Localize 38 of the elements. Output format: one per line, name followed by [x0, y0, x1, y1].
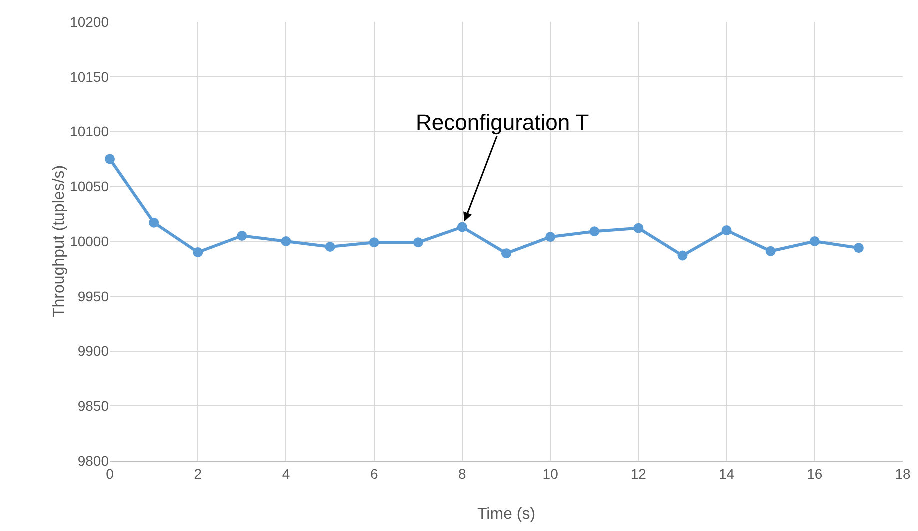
- y-tick-label: 10200: [70, 14, 110, 30]
- point: [325, 242, 336, 252]
- point: [369, 238, 380, 248]
- annotation: Reconfiguration T: [416, 110, 590, 135]
- y-tick-label: 10100: [70, 124, 110, 140]
- x-tick-label: 10: [542, 466, 559, 482]
- x-tick-label: 6: [370, 466, 378, 482]
- y-tick-label: 9900: [78, 343, 110, 360]
- y-tick-label: 9850: [78, 398, 110, 414]
- y-tick-label: 10000: [70, 233, 110, 250]
- point: [281, 236, 292, 246]
- point: [854, 243, 864, 254]
- point: [678, 250, 688, 261]
- point: [105, 154, 115, 164]
- y-tick-label: 10150: [70, 68, 110, 85]
- point: [634, 223, 644, 234]
- y-axis-title: Throughput (tuples/s): [51, 165, 68, 318]
- x-axis-title: Time (s): [477, 506, 536, 523]
- x-tick-label: 8: [458, 466, 467, 482]
- x-tick-label: 2: [194, 466, 202, 482]
- point: [413, 238, 424, 248]
- point: [722, 226, 732, 236]
- x-tick-label: 14: [718, 466, 735, 482]
- point: [193, 247, 204, 258]
- point: [457, 222, 468, 232]
- point: [590, 226, 600, 237]
- y-tick-label: 9950: [78, 288, 110, 304]
- x-tick-label: 16: [807, 466, 823, 482]
- point: [149, 218, 160, 228]
- point: [810, 236, 820, 246]
- point: [237, 231, 248, 242]
- point: [766, 246, 776, 256]
- x-tick-label: 4: [282, 466, 290, 482]
- y-tick-label: 10050: [70, 178, 110, 195]
- point: [502, 248, 512, 259]
- x-tick-label: 18: [895, 466, 911, 482]
- x-tick-label: 12: [630, 466, 647, 482]
- point: [546, 232, 556, 242]
